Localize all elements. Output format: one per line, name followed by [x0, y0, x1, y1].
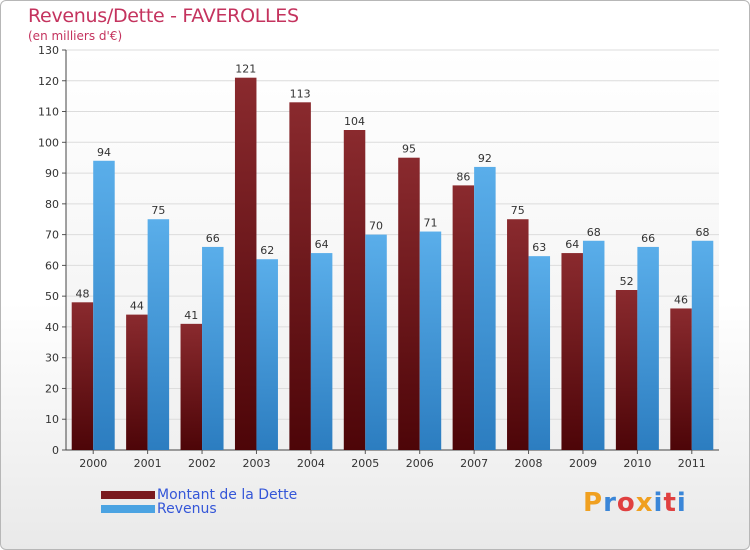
legend-swatch-revenus — [101, 505, 155, 513]
chart-subtitle: (en milliers d'€) — [28, 29, 123, 43]
x-tick-label: 2009 — [569, 457, 597, 470]
bar-revenus — [93, 160, 115, 450]
data-label-revenus: 75 — [151, 204, 165, 217]
x-tick-label: 2000 — [79, 457, 107, 470]
x-tick-label: 2011 — [678, 457, 706, 470]
bar-dette — [398, 157, 420, 450]
data-label-revenus: 70 — [369, 220, 383, 233]
y-tick-label: 40 — [45, 321, 59, 334]
x-tick-label: 2006 — [406, 457, 434, 470]
data-label-revenus: 68 — [587, 226, 601, 239]
legend-label-revenus: Revenus — [157, 501, 217, 517]
x-tick-label: 2002 — [188, 457, 216, 470]
bar-dette — [670, 308, 692, 450]
y-tick-label: 90 — [45, 167, 59, 180]
legend-swatch-dette — [101, 491, 155, 499]
bar-dette — [234, 77, 257, 450]
data-label-dette: 46 — [674, 293, 688, 306]
bar-revenus — [365, 234, 387, 450]
data-label-revenus: 71 — [423, 217, 437, 230]
logo-letter: x — [635, 488, 654, 518]
bar-revenus — [528, 256, 551, 450]
bar-dette — [343, 130, 366, 450]
logo-letter: t — [663, 488, 677, 518]
y-tick-label: 20 — [45, 382, 59, 395]
logo-letter: i — [676, 488, 687, 518]
x-tick-label: 2008 — [515, 457, 543, 470]
y-tick-label: 60 — [45, 259, 59, 272]
data-label-dette: 48 — [75, 287, 89, 300]
data-label-dette: 86 — [456, 170, 470, 183]
bar-dette — [180, 323, 203, 450]
bar-dette — [71, 302, 94, 450]
legend-item-revenus: Revenus — [101, 501, 217, 517]
data-label-dette: 121 — [235, 63, 256, 76]
bar-revenus — [256, 259, 278, 450]
x-tick-label: 2004 — [297, 457, 325, 470]
proxiti-logo: Proxiti — [583, 488, 687, 518]
x-tick-label: 2007 — [460, 457, 488, 470]
data-label-revenus: 63 — [532, 241, 546, 254]
data-label-revenus: 62 — [260, 244, 274, 257]
y-tick-label: 10 — [45, 413, 59, 426]
bar-revenus — [474, 166, 496, 450]
logo-letter: o — [616, 488, 636, 518]
y-tick-label: 30 — [45, 352, 59, 365]
plot-area — [66, 50, 719, 450]
y-tick-label: 100 — [38, 136, 59, 149]
x-tick-label: 2010 — [623, 457, 651, 470]
bar-revenus — [419, 231, 442, 450]
bar-revenus — [147, 219, 170, 450]
y-tick-label: 120 — [38, 75, 59, 88]
data-label-dette: 52 — [620, 275, 634, 288]
data-label-dette: 113 — [290, 87, 311, 100]
bar-dette — [126, 314, 148, 450]
data-label-dette: 95 — [402, 143, 416, 156]
chart-title: Revenus/Dette - FAVEROLLES — [28, 5, 299, 27]
y-tick-label: 130 — [38, 44, 59, 57]
logo-letter: i — [653, 488, 664, 518]
data-label-dette: 41 — [184, 309, 198, 322]
bar-dette — [615, 290, 638, 450]
legend-label-dette: Montant de la Dette — [157, 487, 298, 503]
data-label-revenus: 68 — [696, 226, 710, 239]
data-label-dette: 44 — [130, 300, 144, 313]
data-label-dette: 64 — [565, 238, 579, 251]
bar-dette — [452, 185, 475, 450]
data-label-revenus: 94 — [97, 146, 111, 159]
data-label-revenus: 66 — [641, 232, 655, 245]
legend-item-dette: Montant de la Dette — [101, 487, 297, 503]
bar-revenus — [637, 246, 659, 450]
bar-dette — [561, 253, 583, 450]
bar-revenus — [310, 253, 333, 450]
y-tick-label: 0 — [52, 444, 59, 457]
logo-letter: r — [603, 488, 617, 518]
data-label-dette: 75 — [511, 204, 525, 217]
y-tick-label: 110 — [38, 106, 59, 119]
y-tick-label: 50 — [45, 290, 59, 303]
data-label-revenus: 64 — [315, 238, 329, 251]
data-label-dette: 104 — [344, 115, 365, 128]
y-tick-label: 70 — [45, 229, 59, 242]
bar-revenus — [582, 240, 605, 450]
x-tick-label: 2003 — [242, 457, 270, 470]
bar-revenus — [691, 240, 714, 450]
bar-revenus — [202, 246, 224, 450]
logo-letter: P — [583, 488, 604, 518]
bar-dette — [289, 102, 311, 451]
y-tick-label: 80 — [45, 198, 59, 211]
x-tick-label: 2001 — [134, 457, 162, 470]
data-label-revenus: 92 — [478, 152, 492, 165]
data-label-revenus: 66 — [206, 232, 220, 245]
bar-dette — [507, 219, 529, 450]
x-tick-label: 2005 — [351, 457, 379, 470]
